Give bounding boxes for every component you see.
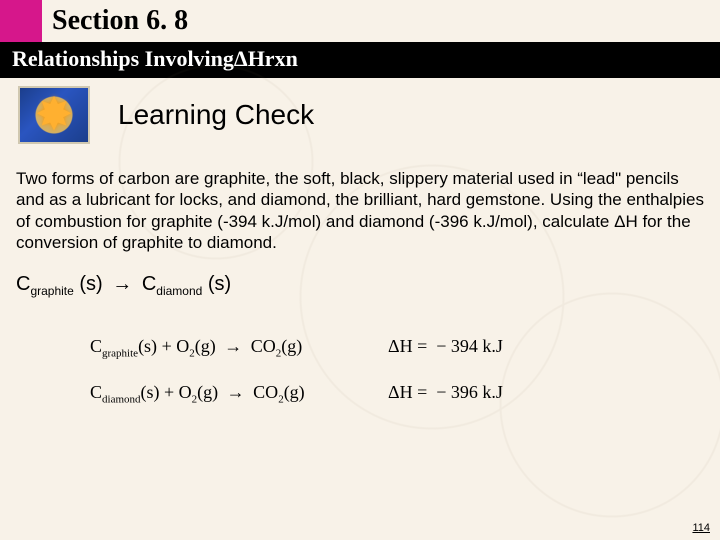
equation-rhs: ΔH = − 396 k.J: [380, 382, 503, 406]
arrow-icon: →: [223, 382, 249, 402]
product-state: (g): [281, 336, 302, 356]
section-title: Section 6. 8: [42, 5, 188, 37]
o2-state: (g): [195, 336, 216, 356]
target-left-sub: graphite: [30, 284, 73, 298]
accent-square: [0, 0, 42, 42]
product: CO: [253, 382, 278, 402]
page-number: 114: [692, 522, 710, 534]
reactant-state: (s): [141, 382, 160, 402]
target-left-species: C: [16, 273, 30, 295]
learning-check-label: Learning Check: [90, 99, 314, 131]
dh-label: ΔH =: [388, 336, 427, 356]
subtitle-prefix: Relationships Involving: [12, 46, 234, 72]
learning-check-row: Learning Check: [0, 78, 720, 150]
target-right-sub: diamond: [156, 284, 202, 298]
reactant: C: [90, 382, 102, 402]
dh-label: ΔH =: [388, 382, 427, 402]
dh-value: − 394 k.J: [436, 336, 503, 356]
dh-value: − 396 k.J: [436, 382, 503, 402]
equation-rhs: ΔH = − 394 k.J: [380, 336, 503, 360]
reactant-state: (s): [138, 336, 157, 356]
reactant: C: [90, 336, 102, 356]
o2-state: (g): [197, 382, 218, 402]
subtitle-bar: Relationships Involving ΔHrxn: [0, 42, 720, 78]
target-right-species: C: [142, 273, 156, 295]
equation-lhs: Cgraphite(s) + O2(g) → CO2(g): [90, 336, 380, 360]
product-state: (g): [284, 382, 305, 402]
combustion-equations: Cgraphite(s) + O2(g) → CO2(g) ΔH = − 394…: [0, 298, 720, 405]
target-left-state: (s): [79, 273, 102, 295]
equation-lhs: Cdiamond(s) + O2(g) → CO2(g): [90, 382, 380, 406]
target-right-state: (s): [208, 273, 231, 295]
equation-row: Cdiamond(s) + O2(g) → CO2(g) ΔH = − 396 …: [90, 382, 720, 406]
reactant-sub: graphite: [102, 348, 138, 360]
subtitle-delta: ΔHrxn: [234, 46, 298, 72]
reactant-sub: diamond: [102, 393, 141, 405]
plus-o2: + O: [164, 382, 192, 402]
arrow-icon: →: [220, 336, 246, 356]
plus-o2: + O: [162, 336, 190, 356]
target-equation: Cgraphite (s) → Cdiamond (s): [0, 253, 720, 298]
product: CO: [251, 336, 276, 356]
body-paragraph: Two forms of carbon are graphite, the so…: [0, 150, 720, 253]
equation-row: Cgraphite(s) + O2(g) → CO2(g) ΔH = − 394…: [90, 336, 720, 360]
spark-icon: [18, 86, 90, 144]
arrow-icon: →: [108, 273, 136, 295]
header-row: Section 6. 8: [0, 0, 720, 42]
